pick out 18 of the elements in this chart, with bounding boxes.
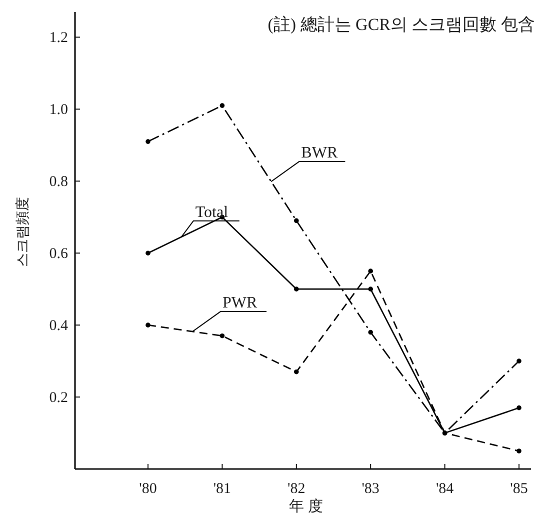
x-tick-label: '81 [213, 481, 232, 497]
x-tick-label: '84 [436, 481, 454, 497]
series-label: PWR [222, 294, 258, 312]
y-tick-label: 0.6 [49, 246, 68, 262]
y-tick-label: 0.4 [49, 318, 68, 334]
y-axis-title: 스크램頻度 [15, 197, 31, 267]
x-axis-title: 年 度 [289, 498, 323, 515]
series-label: Total [195, 204, 229, 221]
text: BWR [301, 144, 338, 162]
x-tick-label: '85 [510, 481, 528, 497]
x-tick-label: '83 [362, 481, 380, 497]
y-tick-label: 0.8 [49, 174, 68, 190]
y-tick-label: 0.2 [49, 390, 68, 406]
y-tick-label: 1.0 [49, 102, 68, 118]
y-tick-label: 1.2 [49, 30, 68, 46]
x-tick-label: '80 [139, 481, 157, 497]
annotation: (註) 總計는 GCR의 스크램回數 包含 [268, 15, 535, 34]
x-tick-label: '82 [288, 481, 306, 497]
